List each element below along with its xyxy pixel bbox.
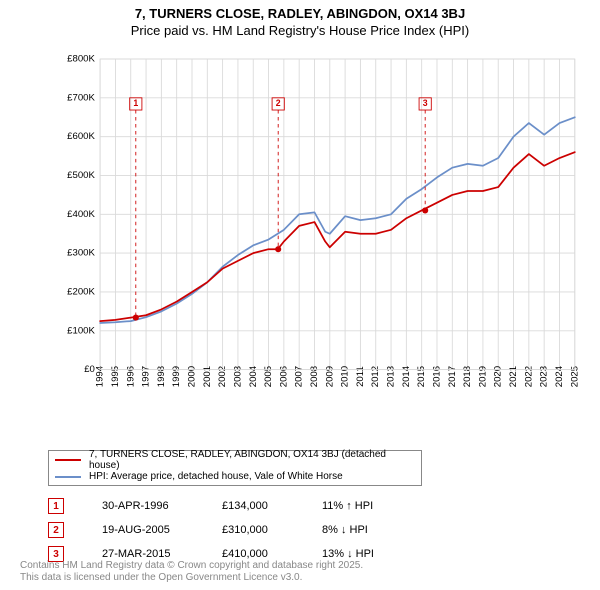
x-tick-label: 1996 (125, 366, 136, 387)
x-tick-label: 1998 (156, 366, 167, 387)
marker-table-num: 2 (48, 522, 64, 538)
x-tick-label: 2009 (324, 366, 335, 387)
legend-swatch (55, 459, 81, 461)
x-tick-label: 2006 (278, 366, 289, 387)
title-line1: 7, TURNERS CLOSE, RADLEY, ABINGDON, OX14… (0, 6, 600, 21)
markers-table: 1 30-APR-1996£134,00011% ↑ HPI 2 19-AUG-200… (48, 494, 468, 566)
x-tick-label: 2012 (370, 366, 381, 387)
x-tick-label: 2023 (539, 366, 550, 387)
marker-num-1: 1 (133, 98, 138, 108)
y-tick-label: £400K (67, 209, 95, 220)
y-tick-label: £500K (67, 170, 95, 181)
marker-dot-1 (133, 315, 139, 321)
title-line2: Price paid vs. HM Land Registry's House … (0, 23, 600, 38)
footer: Contains HM Land Registry data © Crown c… (20, 560, 580, 584)
legend-label: HPI: Average price, detached house, Vale… (89, 471, 343, 482)
y-tick-label: £200K (67, 286, 95, 297)
x-tick-label: 2014 (401, 365, 412, 387)
x-tick-label: 2003 (232, 366, 243, 387)
marker-table-price: £134,000 (222, 500, 322, 512)
y-tick-label: £0 (84, 364, 95, 375)
x-tick-label: 1997 (141, 366, 152, 387)
marker-num-3: 3 (423, 98, 428, 108)
series-price_paid (100, 152, 575, 321)
marker-table-num: 1 (48, 498, 64, 514)
x-tick-label: 2004 (248, 365, 259, 387)
marker-table-pct: 8% ↓ HPI (322, 524, 452, 536)
marker-table-row: 2 19-AUG-2005£310,0008% ↓ HPI (48, 518, 468, 542)
x-tick-label: 2016 (432, 366, 443, 387)
x-tick-label: 2015 (416, 366, 427, 387)
y-tick-label: £600K (67, 131, 95, 142)
x-tick-label: 1999 (171, 366, 182, 387)
marker-dot-3 (422, 207, 428, 213)
marker-table-pct: 11% ↑ HPI (322, 500, 452, 512)
y-tick-label: £700K (67, 92, 95, 103)
x-tick-label: 2008 (309, 366, 320, 387)
marker-table-date: 30-APR-1996 (102, 500, 222, 512)
legend-swatch (55, 476, 81, 478)
legend-label: 7, TURNERS CLOSE, RADLEY, ABINGDON, OX14… (89, 449, 415, 471)
marker-table-price: £310,000 (222, 524, 322, 536)
x-tick-label: 2013 (386, 366, 397, 387)
x-tick-label: 2002 (217, 366, 228, 387)
title-block: 7, TURNERS CLOSE, RADLEY, ABINGDON, OX14… (0, 0, 600, 38)
x-tick-label: 2000 (187, 366, 198, 387)
legend-box: 7, TURNERS CLOSE, RADLEY, ABINGDON, OX14… (48, 450, 422, 486)
marker-table-date: 27-MAR-2015 (102, 548, 222, 560)
x-tick-label: 2022 (523, 366, 534, 387)
x-tick-label: 2010 (340, 366, 351, 387)
plot-area: £0 £100K £200K £300K £400K £500K £600K £700K £80… (48, 52, 592, 408)
chart-container: 7, TURNERS CLOSE, RADLEY, ABINGDON, OX14… (0, 0, 600, 590)
x-tick-label: 2019 (477, 366, 488, 387)
x-tick-label: 2024 (554, 365, 565, 387)
x-tick-label: 2001 (202, 366, 213, 387)
marker-dot-2 (275, 246, 281, 252)
marker-table-pct: 13% ↓ HPI (322, 548, 452, 560)
footer-line1: Contains HM Land Registry data © Crown c… (20, 560, 580, 572)
y-tick-label: £300K (67, 248, 95, 259)
x-tick-label: 2021 (508, 366, 519, 387)
marker-table-date: 19-AUG-2005 (102, 524, 222, 536)
x-tick-label: 1995 (110, 366, 121, 387)
marker-num-2: 2 (276, 98, 281, 108)
x-tick-label: 2018 (462, 366, 473, 387)
y-tick-label: £100K (67, 325, 95, 336)
legend-row: HPI: Average price, detached house, Vale… (49, 468, 421, 485)
legend-row: 7, TURNERS CLOSE, RADLEY, ABINGDON, OX14… (49, 451, 421, 468)
x-tick-label: 2005 (263, 366, 274, 387)
x-tick-label: 2020 (493, 366, 504, 387)
marker-table-row: 1 30-APR-1996£134,00011% ↑ HPI (48, 494, 468, 518)
footer-line2: This data is licensed under the Open Gov… (20, 572, 580, 584)
chart-svg: £0 £100K £200K £300K £400K £500K £600K £700K £80… (48, 52, 592, 408)
x-tick-label: 2017 (447, 366, 458, 387)
x-tick-label: 2007 (294, 366, 305, 387)
marker-table-price: £410,000 (222, 548, 322, 560)
y-tick-label: £800K (67, 54, 95, 65)
